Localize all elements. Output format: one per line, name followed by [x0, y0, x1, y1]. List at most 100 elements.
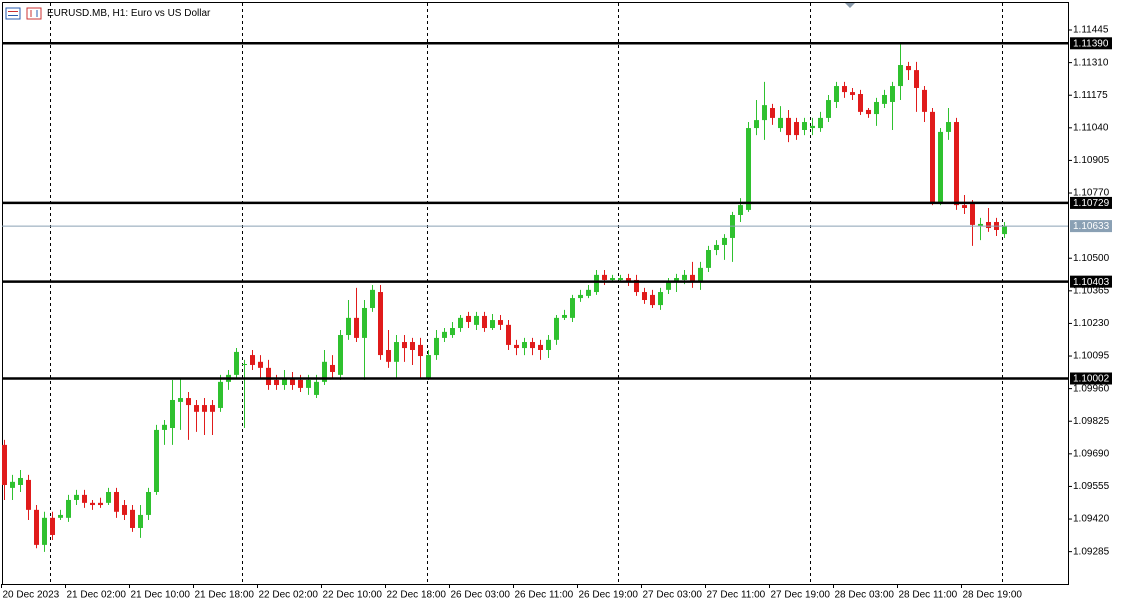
candle-body [826, 100, 831, 118]
y-tick-label: 1.10230 [1073, 318, 1110, 329]
y-tick-label: 1.11040 [1073, 122, 1109, 133]
y-tick-label: 1.11310 [1073, 57, 1109, 68]
candle-body [114, 491, 119, 512]
chart-title: EURUSD.MB, H1: Euro vs US Dollar [47, 8, 211, 19]
candle-body [538, 344, 543, 350]
candle-body [514, 344, 519, 349]
candle-body [530, 342, 535, 349]
candle-body [938, 131, 943, 203]
candle-body [634, 279, 639, 293]
candle-body [402, 342, 407, 349]
x-tick-label: 27 Dec 03:00 [643, 590, 703, 601]
candle-body [242, 363, 247, 365]
candle-body [234, 351, 239, 375]
candle-body [322, 361, 327, 382]
candle-body [810, 125, 815, 129]
candle-body [706, 250, 711, 268]
x-tick-label: 22 Dec 18:00 [387, 590, 447, 601]
candle-body [626, 278, 631, 282]
candle-body [986, 222, 991, 229]
candle-body [546, 339, 551, 350]
candle-body [658, 292, 663, 306]
current-price-label: 1.10633 [1073, 221, 1110, 232]
candle-body [578, 294, 583, 299]
candle-body [82, 494, 87, 503]
candle-body [58, 514, 63, 518]
candle-body [906, 65, 911, 71]
icon[interactable] [26, 7, 42, 20]
candle-body [370, 289, 375, 308]
icon[interactable] [5, 7, 21, 20]
candles [2, 44, 1007, 552]
candle-body [418, 344, 423, 357]
candle-body [274, 379, 279, 386]
candle-body [474, 315, 479, 325]
candle-body [202, 405, 207, 412]
candle-body [90, 502, 95, 506]
candle-body [10, 481, 15, 488]
candle-body [434, 337, 439, 356]
candle-body [858, 94, 863, 112]
candle-body [258, 361, 263, 368]
candle-body [898, 65, 903, 87]
level-label: 1.10729 [1073, 198, 1110, 209]
candle-body [610, 278, 615, 280]
candle-body [218, 381, 223, 408]
x-tick-label: 21 Dec 10:00 [131, 590, 191, 601]
x-tick-label: 28 Dec 11:00 [899, 590, 958, 601]
candle-body [618, 278, 623, 280]
candle-body [890, 86, 895, 102]
candle-body [682, 274, 687, 280]
candle-body [650, 294, 655, 306]
candle-body [138, 514, 143, 528]
candle-body [554, 317, 559, 340]
candle-body [2, 444, 7, 485]
candle-body [450, 328, 455, 336]
candle-body [978, 223, 983, 226]
y-tick-label: 1.10500 [1073, 253, 1110, 264]
candle-body [834, 86, 839, 102]
y-tick-label: 1.10365 [1073, 285, 1110, 296]
candle-body [250, 355, 255, 365]
candle-body [34, 509, 39, 545]
candle-body [338, 335, 343, 375]
shift-marker[interactable] [845, 3, 855, 8]
y-tick-label: 1.09690 [1073, 448, 1110, 459]
candle-body [386, 349, 391, 362]
candle-body [794, 122, 799, 136]
candle-body [746, 128, 751, 210]
candle-body [178, 398, 183, 402]
y-tick-label: 1.09285 [1073, 546, 1110, 557]
candle-body [42, 517, 47, 545]
candle-body [586, 289, 591, 296]
candle-body [378, 292, 383, 356]
candle-body [922, 89, 927, 112]
candle-body [562, 314, 567, 318]
candle-body [314, 381, 319, 395]
candle-body [98, 502, 103, 506]
title-icons [5, 7, 42, 20]
candle-body [410, 342, 415, 350]
x-tick-label: 28 Dec 19:00 [963, 590, 1023, 601]
candle-body [482, 315, 487, 329]
x-tick-label: 28 Dec 03:00 [835, 590, 895, 601]
candle-body [970, 203, 975, 225]
candle-body [570, 298, 575, 318]
x-tick-label: 26 Dec 03:00 [451, 590, 511, 601]
candle-body [162, 424, 167, 430]
candle-body [850, 92, 855, 95]
y-tick-label: 1.09420 [1073, 514, 1110, 525]
candle-body [762, 105, 767, 121]
candle-body [442, 331, 447, 338]
candle-body [194, 405, 199, 412]
candle-body [666, 281, 671, 290]
level-box [1070, 37, 1112, 50]
candle-body [170, 399, 175, 428]
candle-body [594, 274, 599, 293]
candle-body [466, 315, 471, 322]
y-tick-label: 1.09555 [1073, 481, 1110, 492]
candle-body [266, 367, 271, 386]
